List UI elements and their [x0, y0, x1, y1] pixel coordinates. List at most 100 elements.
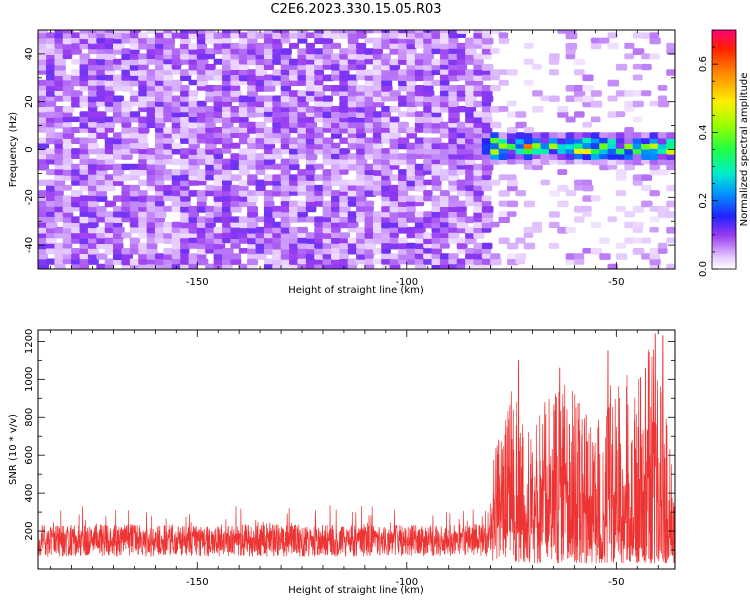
spectrogram-cell: [113, 205, 123, 212]
spectrogram-cell: [255, 237, 267, 244]
spectrogram-cell: [331, 190, 341, 196]
spectrogram-cell: [347, 58, 357, 65]
spectrogram-cell: [180, 85, 190, 91]
spectrogram-cell: [314, 111, 325, 118]
spectrogram-cell: [196, 58, 209, 66]
spectrogram-cell: [481, 111, 492, 118]
spectrogram-cell: [615, 132, 626, 138]
spectrogram-cell: [657, 205, 670, 213]
spectrogram-cell: [406, 153, 417, 160]
spectrogram-cell: [666, 263, 675, 269]
spectrogram-cell: [339, 32, 350, 39]
spectrogram-cell: [255, 232, 266, 239]
spectrogram-cell: [331, 42, 342, 49]
spectrogram-cell: [163, 69, 173, 75]
spectrogram-cell: [599, 153, 609, 160]
spectrogram-cell: [205, 111, 215, 117]
spectrogram-cell: [163, 30, 174, 34]
spectrogram-cell: [104, 127, 115, 133]
spectrogram-cell: [255, 142, 267, 150]
spectrogram-cell: [280, 32, 291, 39]
spectrogram-cell: [448, 263, 460, 269]
spectrogram-cell: [657, 148, 668, 154]
spectrogram-cell: [624, 221, 636, 229]
spectrogram-cell: [314, 85, 326, 92]
spectrogram-cell: [213, 132, 223, 138]
spectrogram-cell: [71, 127, 82, 133]
spectrogram-cell: [113, 111, 124, 118]
spectrogram-cell: [607, 142, 618, 149]
spectrogram-cell: [615, 111, 626, 117]
spectrogram-cell: [448, 163, 459, 171]
spectrogram-cell: [490, 179, 501, 186]
spectrogram-cell: [439, 74, 450, 81]
spectrogram-cell: [574, 253, 585, 260]
spectrogram-cell: [439, 90, 450, 97]
spectrogram-cell: [205, 116, 216, 123]
spectrogram-cell: [180, 132, 191, 139]
spectrogram-cell: [247, 142, 258, 149]
spectrogram-cell: [297, 153, 308, 160]
spectrogram-cell: [632, 226, 643, 233]
spectrogram-cell: [255, 74, 265, 81]
spectrogram-cell: [62, 95, 74, 102]
x-tick-label: -150: [186, 577, 209, 588]
spectrogram-cell: [146, 106, 156, 112]
spectrogram-cell: [121, 116, 132, 123]
spectrogram-cell: [263, 179, 274, 186]
spectrogram-cell: [364, 142, 375, 149]
spectrogram-cell: [523, 142, 535, 150]
spectrogram-cell: [423, 211, 434, 218]
spectrogram-cell: [305, 63, 317, 71]
spectrogram-cell: [431, 200, 442, 207]
spectrogram-cell: [188, 263, 198, 269]
spectrogram-cell: [406, 111, 417, 118]
spectrogram-cell: [615, 90, 627, 97]
spectrogram-cell: [247, 58, 259, 66]
spectrogram-cell: [322, 200, 333, 207]
spectrogram-cell: [263, 106, 274, 112]
spectrogram-cell: [314, 53, 324, 60]
spectrogram-cell: [314, 242, 325, 249]
spectrogram-cell: [481, 63, 494, 71]
y-tick-label: 200: [24, 522, 35, 541]
spectrogram-cell: [414, 53, 425, 60]
spectrogram-cell: [624, 137, 636, 144]
spectrogram-cell: [62, 30, 74, 34]
spectrogram-cell: [331, 132, 342, 139]
spectrogram-cell: [498, 211, 509, 217]
spectrogram-cell: [448, 158, 460, 166]
spectrogram-cell: [272, 32, 284, 39]
spectrogram-cell: [38, 69, 47, 75]
spectrogram-cell: [297, 237, 308, 244]
spectrogram-cell: [398, 137, 410, 145]
spectrogram-cell: [138, 242, 150, 250]
spectrogram-cell: [305, 253, 317, 260]
spectrogram-cell: [54, 79, 66, 87]
spectrogram-cell: [247, 190, 257, 196]
spectrogram-cell: [62, 90, 73, 96]
spectrogram-cell: [79, 253, 90, 260]
spectrogram-cell: [104, 221, 116, 228]
spectrogram-cell: [96, 69, 107, 76]
spectrogram-cell: [406, 248, 417, 254]
spectrogram-cell: [280, 58, 291, 65]
spectrogram-cell: [372, 211, 383, 217]
spectrogram-cell: [649, 248, 660, 254]
spectrogram-cell: [314, 106, 324, 112]
spectrogram-cell: [289, 253, 299, 259]
spectrogram-cell: [79, 169, 89, 175]
spectrogram-cell: [272, 221, 283, 228]
spectrogram-cell: [339, 85, 351, 92]
spectrogram-cell: [465, 248, 475, 254]
spectrogram-cell: [632, 74, 643, 81]
spectrogram-cell: [398, 58, 409, 65]
spectrogram-cell: [356, 205, 367, 212]
spectrogram-cell: [71, 237, 82, 244]
spectrogram-cell: [381, 121, 392, 128]
spectrogram-cell: [381, 63, 392, 71]
spectrogram-cell: [113, 153, 124, 160]
spectrogram-cell: [263, 190, 274, 197]
spectrogram-cell: [347, 42, 359, 50]
spectrogram-cell: [398, 121, 409, 129]
